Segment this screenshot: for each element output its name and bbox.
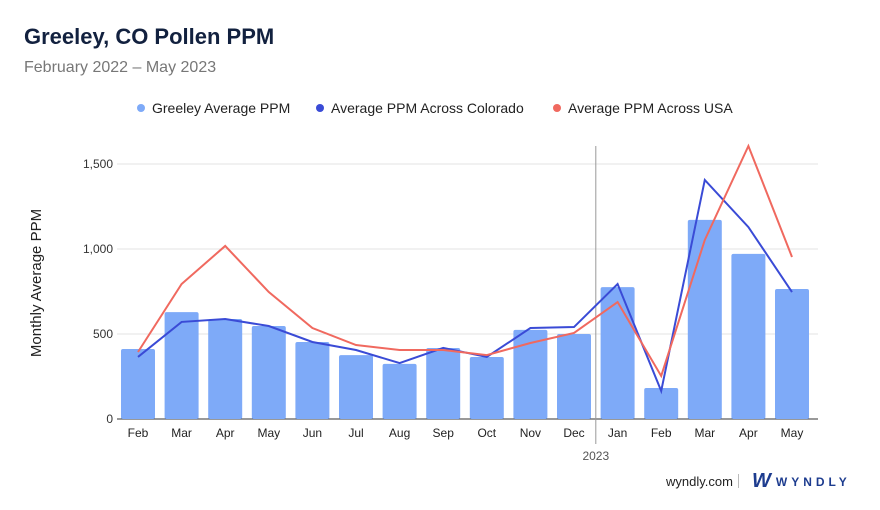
- bar: [775, 288, 809, 419]
- footer-site[interactable]: wyndly.com: [666, 474, 733, 489]
- y-tick-label: 0: [106, 412, 113, 426]
- x-tick-label: Jul: [348, 426, 363, 440]
- x-tick-label: Nov: [520, 426, 541, 440]
- bar: [557, 334, 591, 419]
- x-tick-label: Feb: [128, 426, 149, 440]
- bar: [295, 341, 330, 419]
- legend-marker: [137, 104, 145, 112]
- bar: [121, 348, 155, 419]
- x-tick-label: Sep: [433, 426, 455, 440]
- footer-divider: [738, 474, 739, 488]
- bar: [251, 326, 286, 419]
- x-tick-label: Mar: [694, 426, 715, 440]
- bar: [426, 347, 461, 419]
- legend-label: Average PPM Across Colorado: [331, 100, 524, 116]
- legend-label: Greeley Average PPM: [152, 100, 290, 116]
- legend-label: Average PPM Across USA: [568, 100, 733, 116]
- bar: [208, 319, 243, 419]
- x-tick-label: Dec: [563, 426, 584, 440]
- chart-subtitle: February 2022 – May 2023: [24, 59, 217, 76]
- legend-marker: [316, 104, 324, 112]
- x-tick-label: Apr: [739, 426, 758, 440]
- x-tick-label: Feb: [651, 426, 672, 440]
- wyndly-logo: W WYNDLY: [752, 470, 851, 493]
- y-tick-label: 1,000: [83, 242, 113, 256]
- x-tick-label: May: [257, 426, 280, 440]
- x-tick-label: May: [781, 426, 804, 440]
- year-label: 2023: [582, 449, 609, 463]
- x-tick-label: Jun: [303, 426, 322, 440]
- bar: [339, 355, 373, 419]
- bar: [644, 388, 679, 419]
- bar: [731, 253, 766, 419]
- logo-text: WYNDLY: [775, 474, 851, 489]
- series-line: [137, 143, 793, 379]
- bar: [469, 356, 504, 419]
- x-tick-label: Jan: [608, 426, 627, 440]
- y-axis-label: Monthly Average PPM: [28, 209, 45, 357]
- chart-title: Greeley, CO Pollen PPM: [24, 24, 275, 49]
- x-tick-label: Aug: [389, 426, 410, 440]
- bar: [513, 329, 548, 419]
- bar: [164, 312, 199, 419]
- bar: [382, 363, 417, 419]
- x-tick-label: Mar: [171, 426, 192, 440]
- logo-mark: W: [752, 470, 771, 492]
- y-tick-label: 500: [93, 327, 113, 341]
- x-tick-label: Oct: [477, 426, 496, 440]
- x-tick-label: Apr: [216, 426, 235, 440]
- y-tick-label: 1,500: [83, 157, 113, 171]
- bar: [687, 219, 722, 419]
- legend-marker: [553, 104, 561, 112]
- bar: [600, 287, 635, 419]
